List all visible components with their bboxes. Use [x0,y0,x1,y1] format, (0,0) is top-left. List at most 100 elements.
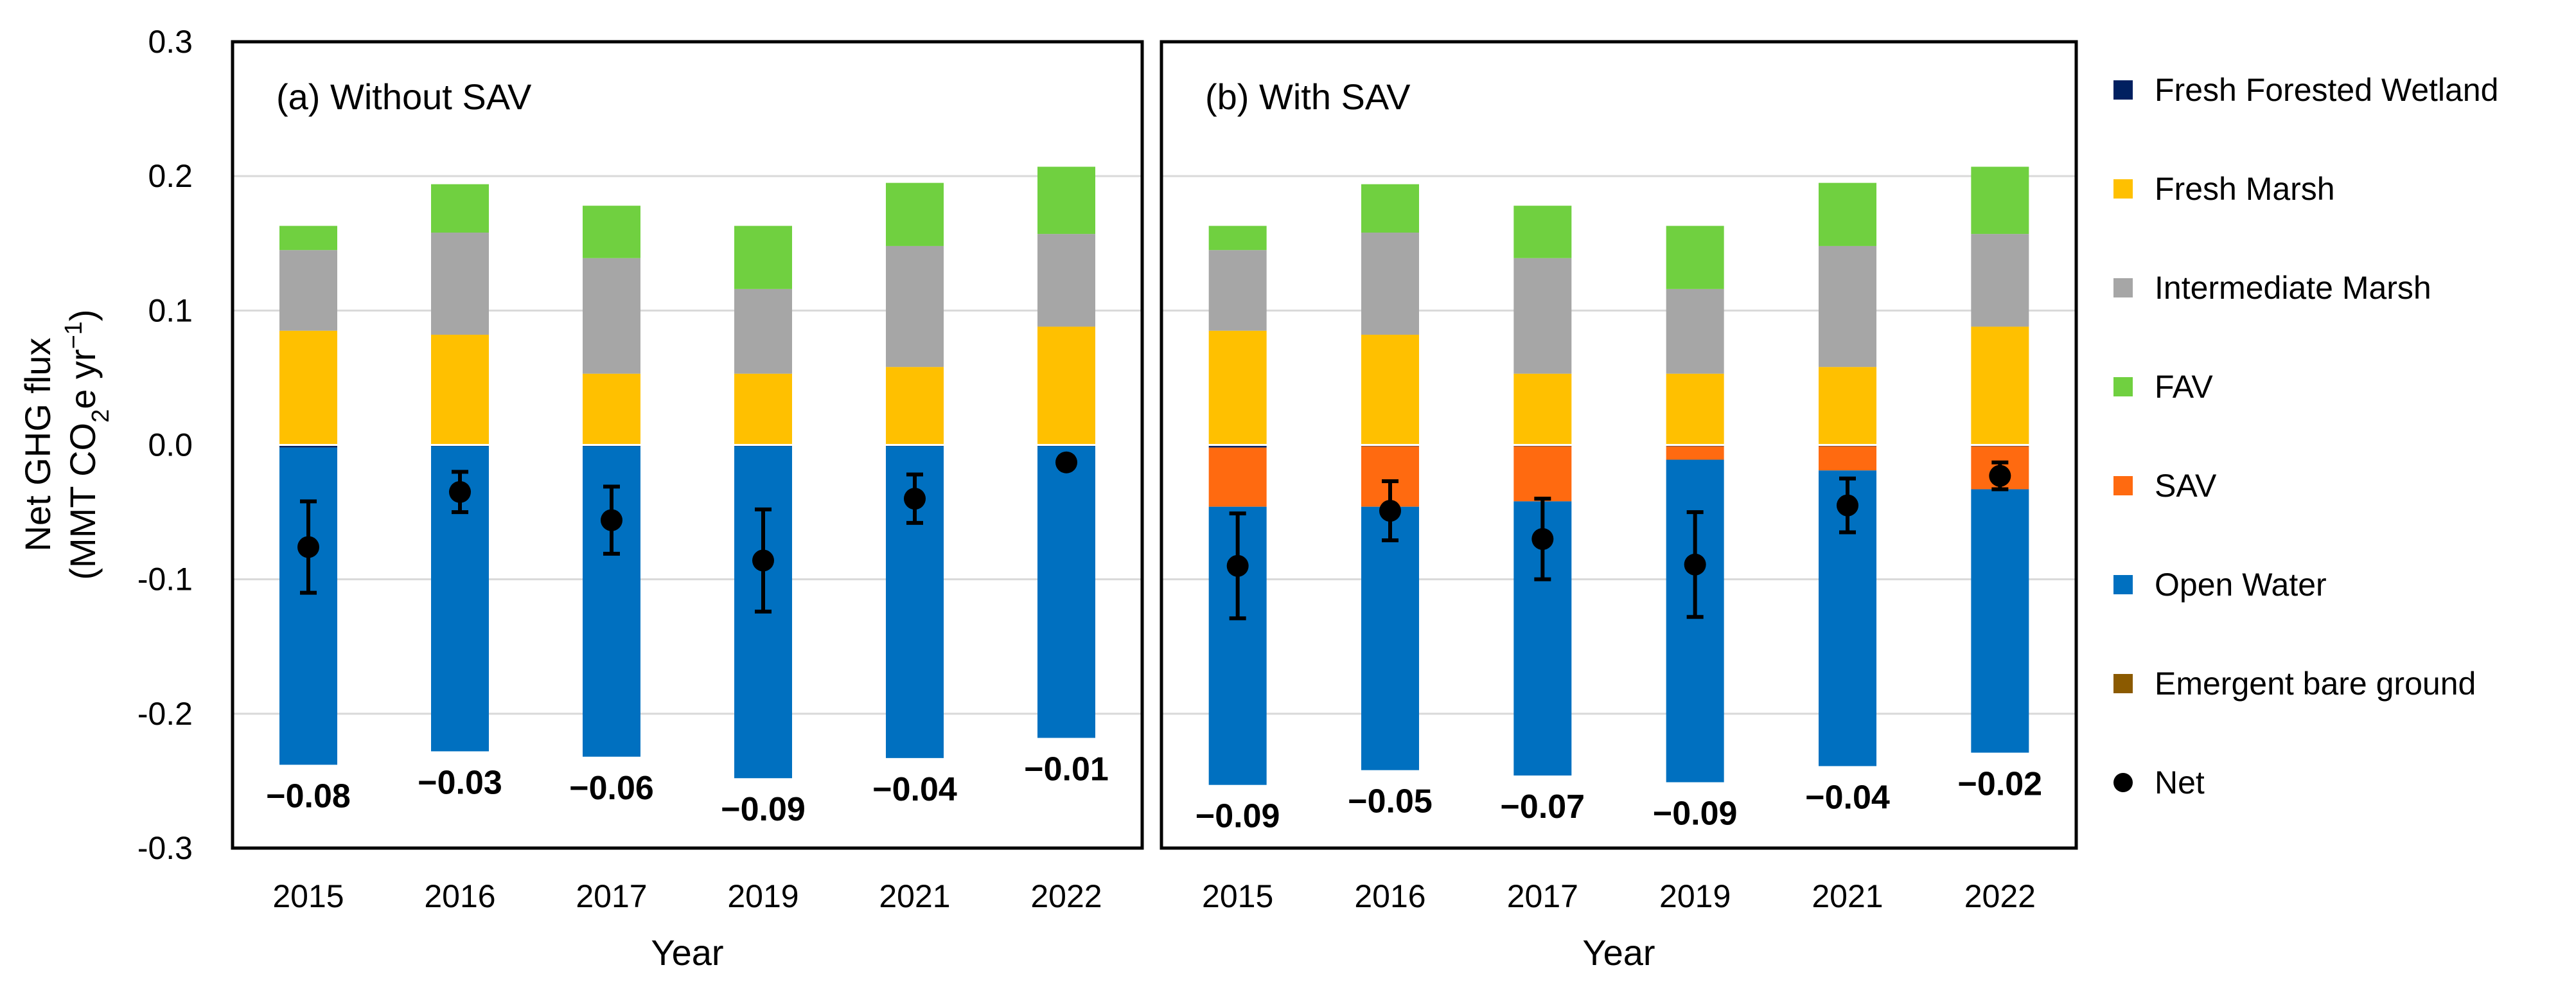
panel-b-bar-intermediate-marsh-2022 [1971,234,2029,327]
panel-a-bar-fav-2021 [886,182,944,246]
panel-b-bar-open-water-2019 [1666,459,1724,783]
panel-b-bar-fav-2016 [1361,184,1419,233]
panel-a-net-label-2019: −0.09 [721,791,806,828]
gridlines [233,175,2076,715]
panel-b-bar-sav-2017 [1513,446,1572,502]
panel-b-bar-fresh-marsh-2016 [1361,334,1419,445]
panel-a-bar-intermediate-marsh-2016 [431,233,489,335]
panel-b-x-tick-2021: 2021 [1812,878,1883,914]
legend-swatch-sav [2113,476,2133,495]
panel-a-bar-open-water-2022 [1037,446,1095,738]
panel-b-bar-fresh-marsh-2019 [1666,373,1724,445]
panel-b-net-label-2021: −0.04 [1805,779,1890,816]
panel-b-bar-intermediate-marsh-2019 [1666,288,1724,374]
legend-swatch-open-water [2113,575,2133,594]
panel-b-net-point-2015 [1226,554,1249,577]
panel-b-bar-fresh-forested-wetland-2015 [1208,445,1267,448]
panel-b-bar-sav-2021 [1819,446,1876,471]
legend-label-net: Net [2155,765,2205,801]
panel-a-bar-intermediate-marsh-2022 [1037,234,1095,327]
legend-swatch-emergent-bare-ground [2113,674,2133,693]
panel-a-x-tick-2016: 2016 [424,878,495,914]
y-axis-title-prefix: (MMT CO [62,423,103,580]
y-tick-label: 0.0 [148,427,193,463]
panel-b-bar-fresh-marsh-2017 [1513,373,1572,445]
panel-a-bar-fresh-marsh-2015 [279,330,337,445]
panel-b-bar-open-water-2022 [1971,489,2029,753]
panel-a-bar-intermediate-marsh-2021 [886,245,944,368]
net-points [297,451,2011,621]
y-axis-title-line1: Net GHG flux [17,338,58,552]
legend-label-fresh-marsh: Fresh Marsh [2155,171,2335,207]
legend-swatch-fav [2113,377,2133,396]
panel-a-bar-fav-2017 [583,206,640,258]
panel-b-net-label-2015: −0.09 [1195,798,1280,835]
y-axis-title-mid: e yr [62,349,103,409]
panel-a-bar-fresh-marsh-2021 [886,367,944,445]
panel-a-net-label-2015: −0.08 [266,777,351,815]
panel-a-bar-fresh-marsh-2022 [1037,326,1095,445]
panel-a-bar-open-water-2015 [279,447,337,765]
y-axis-title-superscript: −1 [60,321,87,349]
panel-b-bar-sav-2019 [1666,446,1724,460]
panel-a-x-tick-2022: 2022 [1030,878,1102,914]
panel-a-net-point-2016 [449,481,471,503]
panel-b-frame [1160,40,2078,850]
panel-b-x-tick-2017: 2017 [1507,878,1578,914]
y-tick-label: -0.3 [137,830,193,866]
panel-b-bar-open-water-2016 [1361,506,1419,770]
legend-label-open-water: Open Water [2155,567,2327,603]
legend: Fresh Forested Wetland Fresh Marsh Interme… [2113,72,2498,801]
y-tick-label: 0.3 [148,24,193,60]
panel-a-bar-fav-2015 [279,226,337,251]
panel-b-bar-fresh-marsh-2015 [1208,330,1267,445]
y-axis-title-suffix: ) [62,309,103,321]
panel-b-bar-fav-2017 [1513,206,1572,258]
y-axis-title-line2: (MMT CO2e yr−1) [60,309,114,580]
legend-swatch-fresh-marsh [2113,179,2133,199]
panel-a-net-point-2017 [601,509,622,531]
panel-a-bar-fav-2022 [1037,166,1095,235]
y-tick-label: -0.2 [137,696,193,732]
panel-a-net-point-2019 [752,549,774,572]
panel-b-x-tick-2022: 2022 [1964,878,2036,914]
y-tick-label: -0.1 [137,562,193,598]
y-axis-title: Net GHG flux (MMT CO2e yr−1) [17,309,114,580]
legend-label-emergent-bare-ground: Emergent bare ground [2155,666,2476,702]
panel-b-bar-intermediate-marsh-2017 [1513,258,1572,374]
panel-b-net-point-2017 [1531,527,1554,550]
panel-a-bar-intermediate-marsh-2017 [583,258,640,374]
panel-a-net-point-2015 [297,536,319,558]
panel-b-net-label-2017: −0.07 [1501,788,1585,826]
panel-b-net-point-2016 [1379,499,1401,522]
legend-label-fresh-forested-wetland: Fresh Forested Wetland [2155,72,2498,108]
panel-a-bar-intermediate-marsh-2015 [279,250,337,331]
y-axis-title-subscript: 2 [87,409,114,423]
panel-a-bar-intermediate-marsh-2019 [734,288,792,374]
panel-b-bar-intermediate-marsh-2016 [1361,233,1419,335]
panel-b-x-tick-2019: 2019 [1659,878,1731,914]
panel-b-bar-fresh-marsh-2021 [1819,367,1876,445]
legend-label-sav: SAV [2155,468,2217,504]
panel-a-bar-fresh-marsh-2019 [734,373,792,445]
legend-label-intermediate-marsh: Intermediate Marsh [2155,270,2431,306]
panel-b-bar-sav-2015 [1208,447,1267,507]
legend-swatch-intermediate-marsh [2113,278,2133,297]
panel-b-net-label-2016: −0.05 [1348,783,1433,820]
panel-b-title: (b) With SAV [1205,76,1411,117]
panel-a-net-label-2021: −0.04 [872,771,957,808]
panel-b-x-tick-2016: 2016 [1354,878,1425,914]
panel-b-bar-intermediate-marsh-2021 [1819,245,1876,368]
panel-a-frame [231,40,1144,850]
panel-b-bar-fav-2019 [1666,226,1724,289]
panel-b-net-label-2019: −0.09 [1653,795,1738,833]
panel-a-x-axis-label: Year [651,932,723,973]
panel-a-net-label-2017: −0.06 [569,770,654,807]
panel-b-net-point-2019 [1684,553,1706,576]
panel-b-x-axis-label: Year [1582,932,1655,973]
panel-b-bar-fresh-marsh-2022 [1971,326,2029,445]
panel-a-bar-fav-2019 [734,226,792,289]
panel-a-net-point-2021 [904,488,926,510]
panel-a-bar-fresh-marsh-2016 [431,334,489,445]
